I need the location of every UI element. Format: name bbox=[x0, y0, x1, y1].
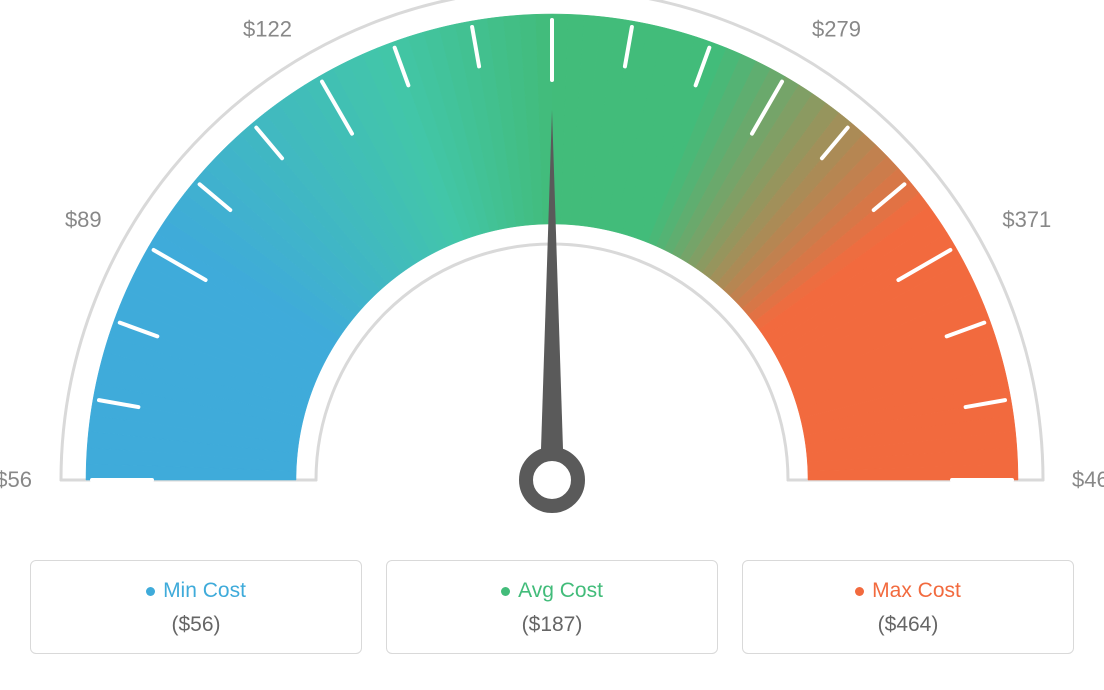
legend-min-dot-icon bbox=[146, 587, 155, 596]
legend-avg-card: Avg Cost ($187) bbox=[386, 560, 718, 654]
legend-min-title: Min Cost bbox=[146, 579, 246, 603]
gauge-tick-label: $89 bbox=[65, 207, 102, 232]
legend-max-value: ($464) bbox=[743, 613, 1073, 637]
gauge-needle-hub-icon bbox=[526, 454, 578, 506]
gauge-tick-label: $371 bbox=[1002, 207, 1051, 232]
gauge-tick-label: $56 bbox=[0, 467, 32, 492]
legend-min-card: Min Cost ($56) bbox=[30, 560, 362, 654]
legend-max-label: Max Cost bbox=[872, 579, 961, 603]
gauge-tick-label: $122 bbox=[243, 17, 292, 42]
legend-avg-title: Avg Cost bbox=[501, 579, 603, 603]
legend-max-title: Max Cost bbox=[855, 579, 961, 603]
legend-max-card: Max Cost ($464) bbox=[742, 560, 1074, 654]
legend-avg-dot-icon bbox=[501, 587, 510, 596]
legend-min-value: ($56) bbox=[31, 613, 361, 637]
cost-gauge-chart: $56$89$122$187$279$371$464 bbox=[0, 0, 1104, 560]
gauge-tick-label: $464 bbox=[1072, 467, 1104, 492]
legend-max-dot-icon bbox=[855, 587, 864, 596]
gauge-tick-label: $279 bbox=[812, 17, 861, 42]
legend-avg-label: Avg Cost bbox=[518, 579, 603, 603]
legend-avg-value: ($187) bbox=[387, 613, 717, 637]
legend-row: Min Cost ($56) Avg Cost ($187) Max Cost … bbox=[0, 560, 1104, 674]
legend-min-label: Min Cost bbox=[163, 579, 246, 603]
